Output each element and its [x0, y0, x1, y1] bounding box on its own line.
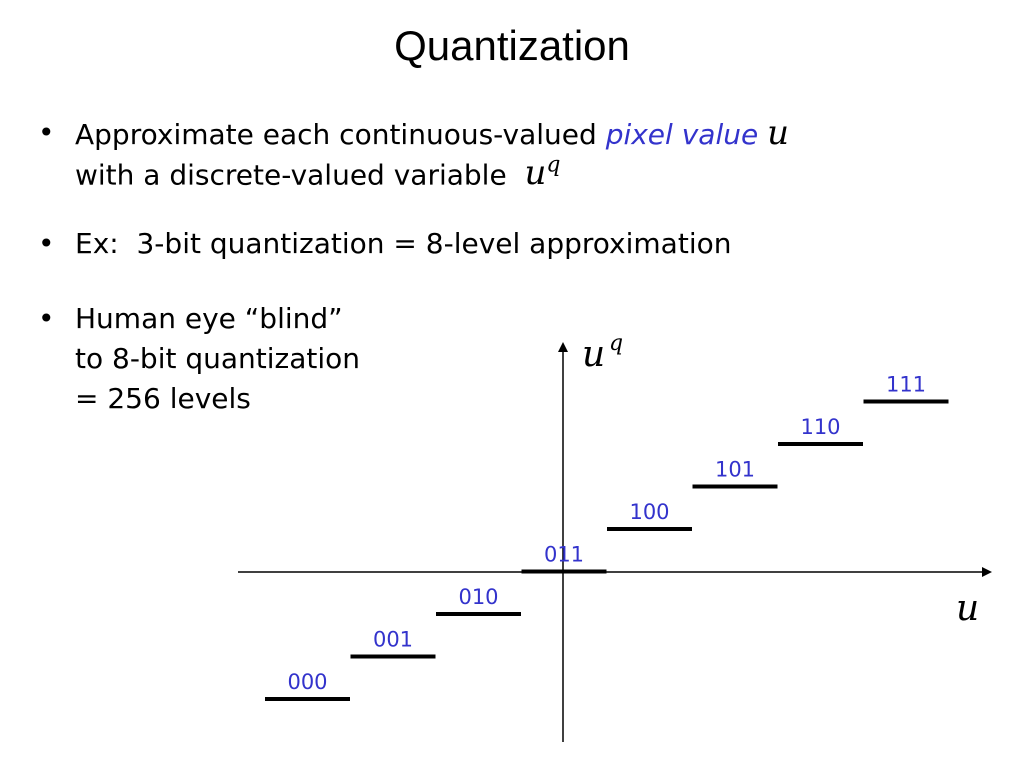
bullet: • [38, 227, 55, 260]
y-arrow [558, 342, 568, 352]
math-base: u [524, 153, 547, 194]
bullet-line: Ex: 3-bit quantization = 8-level approxi… [75, 227, 732, 260]
level-code: 001 [373, 628, 413, 652]
text: Approximate each continuous-valued [75, 118, 597, 151]
text: with a discrete-valued variable [75, 158, 507, 192]
bullet: • [38, 302, 55, 335]
bullet: • [38, 116, 55, 149]
level-code: 010 [458, 585, 498, 609]
bullet-line: to 8-bit quantization [75, 342, 361, 375]
level-code: 000 [287, 670, 327, 694]
y-axis-label: u [582, 334, 605, 375]
bullet-line: Human eye “blind” [75, 302, 343, 335]
highlight: pixel value [605, 118, 759, 151]
x-arrow [982, 567, 992, 577]
y-axis-superscript: q [609, 331, 623, 356]
bullet-line: with a discrete-valued variable uq [75, 153, 561, 193]
x-axis-label: u [956, 588, 979, 629]
level-code: 011 [544, 543, 584, 567]
bullet-line: = 256 levels [75, 382, 251, 415]
level-code: 111 [886, 373, 926, 397]
math: u [767, 113, 790, 153]
bullet-line: Approximate each continuous-valued pixel… [75, 113, 789, 153]
level-code: 110 [800, 415, 840, 439]
math: uq [525, 153, 561, 193]
slide-title: Quantization [394, 22, 630, 69]
level-code: 100 [629, 500, 669, 524]
level-code: 101 [715, 458, 755, 482]
math-sup: q [546, 153, 561, 178]
